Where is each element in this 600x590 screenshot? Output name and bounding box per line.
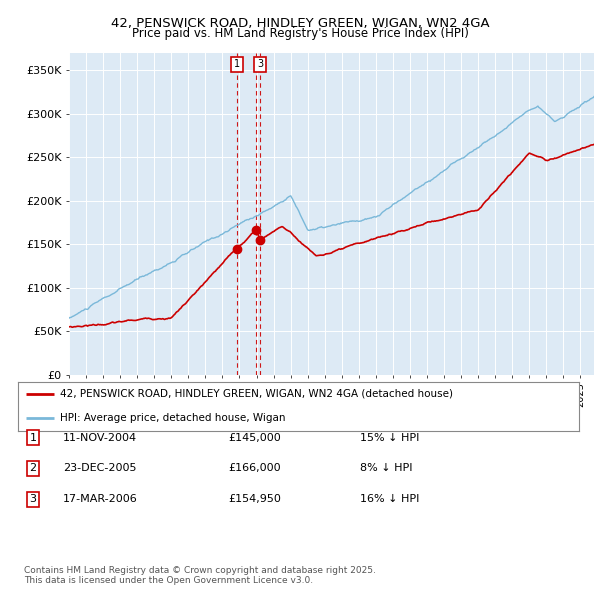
Text: Price paid vs. HM Land Registry's House Price Index (HPI): Price paid vs. HM Land Registry's House … xyxy=(131,27,469,40)
Text: 2: 2 xyxy=(29,464,37,473)
Text: 23-DEC-2005: 23-DEC-2005 xyxy=(63,464,137,473)
Text: 16% ↓ HPI: 16% ↓ HPI xyxy=(360,494,419,504)
Text: £166,000: £166,000 xyxy=(228,464,281,473)
Text: HPI: Average price, detached house, Wigan: HPI: Average price, detached house, Wiga… xyxy=(60,413,286,423)
Text: 42, PENSWICK ROAD, HINDLEY GREEN, WIGAN, WN2 4GA (detached house): 42, PENSWICK ROAD, HINDLEY GREEN, WIGAN,… xyxy=(60,389,453,399)
Text: 42, PENSWICK ROAD, HINDLEY GREEN, WIGAN, WN2 4GA: 42, PENSWICK ROAD, HINDLEY GREEN, WIGAN,… xyxy=(110,17,490,30)
Text: 11-NOV-2004: 11-NOV-2004 xyxy=(63,433,137,442)
Text: £154,950: £154,950 xyxy=(228,494,281,504)
Text: 1: 1 xyxy=(234,60,241,70)
Text: £145,000: £145,000 xyxy=(228,433,281,442)
Text: 3: 3 xyxy=(29,494,37,504)
Text: 1: 1 xyxy=(29,433,37,442)
Text: Contains HM Land Registry data © Crown copyright and database right 2025.
This d: Contains HM Land Registry data © Crown c… xyxy=(24,566,376,585)
Text: 15% ↓ HPI: 15% ↓ HPI xyxy=(360,433,419,442)
Text: 3: 3 xyxy=(257,60,263,70)
Text: 8% ↓ HPI: 8% ↓ HPI xyxy=(360,464,413,473)
Text: 17-MAR-2006: 17-MAR-2006 xyxy=(63,494,138,504)
